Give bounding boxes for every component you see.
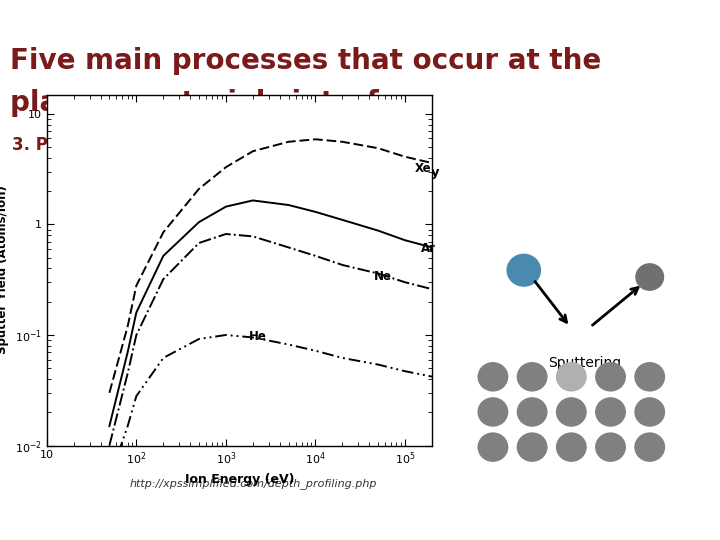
Y-axis label: Sputter Yield (Atoms/Ion): Sputter Yield (Atoms/Ion) (0, 186, 9, 354)
Text: SULI Introductory Course, 6/10/16: SULI Introductory Course, 6/10/16 (9, 520, 198, 530)
Text: 3. Physical Sputtering: 3. Physical Sputtering (12, 136, 225, 153)
Text: Five main processes that occur at the: Five main processes that occur at the (10, 48, 601, 76)
Text: Sputtering: Sputtering (549, 356, 621, 370)
Circle shape (636, 264, 664, 290)
Circle shape (478, 398, 508, 426)
Circle shape (507, 254, 541, 286)
Circle shape (478, 433, 508, 461)
Circle shape (478, 363, 508, 391)
Circle shape (635, 363, 665, 391)
Circle shape (635, 433, 665, 461)
Text: A.M. Capece: A.M. Capece (325, 520, 395, 530)
Text: plasma-materials interface: plasma-materials interface (10, 90, 433, 117)
Text: Ar: Ar (420, 242, 436, 255)
Text: 22/51: 22/51 (679, 520, 711, 530)
Text: Xe: Xe (415, 162, 432, 175)
Circle shape (518, 363, 547, 391)
Text: for noble gas ions:: for noble gas ions: (55, 184, 195, 197)
Text: (10-100 eV): (10-100 eV) (197, 136, 307, 153)
Circle shape (518, 433, 547, 461)
Circle shape (557, 433, 586, 461)
Circle shape (595, 398, 625, 426)
X-axis label: Ion Energy (eV): Ion Energy (eV) (184, 472, 294, 485)
Text: Sputter yields of silicon as a function of ion energy: Sputter yields of silicon as a function … (55, 166, 439, 179)
Text: He: He (249, 330, 266, 343)
Circle shape (595, 433, 625, 461)
Circle shape (635, 398, 665, 426)
Text: http://xpssimplified.com/depth_profiling.php: http://xpssimplified.com/depth_profiling… (130, 478, 377, 489)
Circle shape (595, 363, 625, 391)
Circle shape (557, 398, 586, 426)
Circle shape (557, 363, 586, 391)
Text: Ne: Ne (374, 270, 392, 283)
Circle shape (518, 398, 547, 426)
